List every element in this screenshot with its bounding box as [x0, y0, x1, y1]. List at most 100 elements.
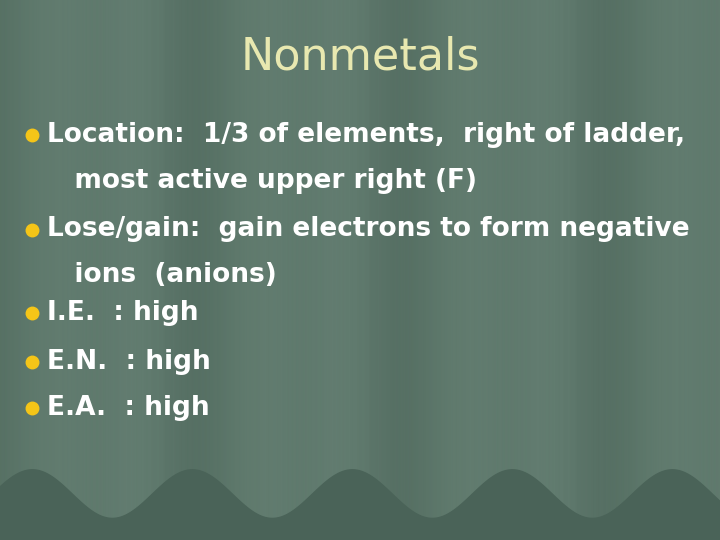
Bar: [685, 0, 687, 540]
Bar: [196, 0, 197, 540]
Bar: [541, 0, 542, 540]
Bar: [348, 0, 350, 540]
Bar: [144, 0, 145, 540]
Bar: [163, 0, 164, 540]
Bar: [27, 0, 28, 540]
Bar: [711, 0, 712, 540]
Bar: [123, 0, 125, 540]
Bar: [573, 0, 574, 540]
Bar: [376, 0, 377, 540]
Bar: [101, 0, 102, 540]
Bar: [546, 0, 547, 540]
Bar: [388, 0, 390, 540]
Bar: [677, 0, 678, 540]
Bar: [674, 0, 675, 540]
Bar: [713, 0, 714, 540]
Bar: [475, 0, 476, 540]
Bar: [648, 0, 649, 540]
Bar: [455, 0, 456, 540]
Bar: [230, 0, 232, 540]
Bar: [393, 0, 394, 540]
Bar: [157, 0, 158, 540]
Bar: [72, 0, 73, 540]
Bar: [352, 0, 354, 540]
Bar: [192, 0, 193, 540]
Bar: [402, 0, 404, 540]
Bar: [698, 0, 699, 540]
Bar: [66, 0, 67, 540]
Bar: [176, 0, 178, 540]
Bar: [599, 0, 600, 540]
Bar: [11, 0, 12, 540]
Bar: [228, 0, 229, 540]
Bar: [619, 0, 620, 540]
Bar: [165, 0, 166, 540]
Bar: [599, 0, 600, 540]
Bar: [488, 0, 490, 540]
Bar: [323, 0, 325, 540]
Bar: [190, 0, 191, 540]
Bar: [194, 0, 196, 540]
Bar: [666, 0, 667, 540]
Bar: [473, 0, 474, 540]
Bar: [9, 0, 10, 540]
Bar: [247, 0, 248, 540]
Bar: [559, 0, 560, 540]
Bar: [165, 0, 166, 540]
Bar: [533, 0, 534, 540]
Bar: [61, 0, 62, 540]
Bar: [67, 0, 68, 540]
Bar: [618, 0, 619, 540]
Bar: [719, 0, 720, 540]
Bar: [176, 0, 178, 540]
Bar: [250, 0, 251, 540]
Bar: [594, 0, 595, 540]
Bar: [192, 0, 193, 540]
Bar: [227, 0, 228, 540]
Bar: [628, 0, 629, 540]
Bar: [593, 0, 594, 540]
Bar: [501, 0, 502, 540]
Bar: [582, 0, 583, 540]
Bar: [29, 0, 30, 540]
Bar: [719, 0, 720, 540]
Bar: [157, 0, 158, 540]
Bar: [127, 0, 128, 540]
Bar: [133, 0, 134, 540]
Bar: [400, 0, 401, 540]
Bar: [386, 0, 387, 540]
Bar: [115, 0, 116, 540]
Bar: [705, 0, 706, 540]
Bar: [406, 0, 408, 540]
Bar: [74, 0, 75, 540]
Bar: [11, 0, 12, 540]
Bar: [275, 0, 276, 540]
Bar: [339, 0, 340, 540]
Bar: [110, 0, 111, 540]
Bar: [108, 0, 109, 540]
Bar: [540, 0, 541, 540]
Bar: [538, 0, 539, 540]
Bar: [81, 0, 82, 540]
Bar: [488, 0, 490, 540]
Bar: [205, 0, 207, 540]
Bar: [586, 0, 587, 540]
Bar: [597, 0, 598, 540]
Bar: [325, 0, 326, 540]
Bar: [8, 0, 9, 540]
Bar: [641, 0, 642, 540]
Bar: [692, 0, 693, 540]
Bar: [662, 0, 663, 540]
Bar: [712, 0, 713, 540]
Bar: [246, 0, 247, 540]
Bar: [694, 0, 695, 540]
Bar: [287, 0, 289, 540]
Bar: [233, 0, 234, 540]
Bar: [438, 0, 439, 540]
Bar: [140, 0, 141, 540]
Bar: [636, 0, 637, 540]
Bar: [408, 0, 409, 540]
Bar: [458, 0, 459, 540]
Bar: [258, 0, 259, 540]
Bar: [595, 0, 597, 540]
